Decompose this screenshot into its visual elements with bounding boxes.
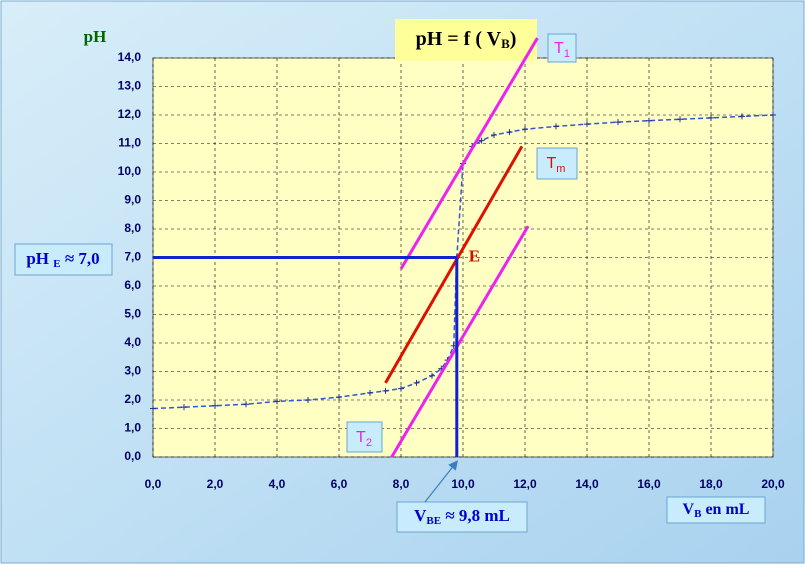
tangent-line bbox=[384, 145, 524, 384]
tangent-box bbox=[547, 33, 577, 63]
point-marker bbox=[398, 385, 404, 392]
point-marker bbox=[739, 113, 745, 120]
ph-label-main: pH bbox=[26, 249, 53, 268]
x-tick-label: 14,0 bbox=[575, 477, 599, 491]
point-marker bbox=[413, 379, 420, 386]
v-label-main: V bbox=[414, 506, 427, 525]
tangent-box bbox=[536, 147, 578, 180]
tangent-label-main: T bbox=[547, 155, 557, 172]
point-marker bbox=[336, 394, 342, 401]
y-tick-label: 8,0 bbox=[124, 221, 141, 235]
y-tick-label: 4,0 bbox=[124, 335, 141, 349]
point-marker bbox=[584, 121, 590, 128]
point-marker bbox=[522, 126, 528, 133]
x-tick-label: 10,0 bbox=[451, 477, 475, 491]
x-label-sub: B bbox=[694, 508, 702, 520]
tangent-label-sub: 1 bbox=[564, 48, 570, 60]
ph-label: pH E ≈ 7,0 bbox=[26, 249, 99, 270]
x-tick-label: 18,0 bbox=[699, 477, 723, 491]
tangent-label: T2 bbox=[356, 429, 372, 449]
tangent-label: Tm bbox=[547, 155, 566, 175]
tangent-label: T1 bbox=[554, 40, 570, 60]
y-tick-label: 6,0 bbox=[124, 278, 141, 292]
curve bbox=[152, 114, 774, 410]
point-marker bbox=[212, 402, 218, 409]
y-tick-label: 3,0 bbox=[124, 364, 141, 378]
x-tick-label: 0,0 bbox=[145, 477, 162, 491]
ph-label-sub: E bbox=[53, 258, 60, 270]
y-tick-label: 5,0 bbox=[124, 307, 141, 321]
point-marker bbox=[243, 401, 249, 408]
tangent-line bbox=[390, 225, 530, 458]
point-marker bbox=[615, 119, 621, 126]
x-label-end: en mL bbox=[701, 501, 749, 518]
y-tick-label: 2,0 bbox=[124, 392, 141, 406]
point-marker bbox=[677, 116, 683, 123]
point-marker bbox=[553, 123, 559, 130]
title-box bbox=[395, 19, 537, 61]
y-tick-label: 1,0 bbox=[124, 421, 141, 435]
y-tick-label: 0,0 bbox=[124, 449, 141, 463]
tangent-label-sub: 2 bbox=[366, 437, 372, 449]
x-tick-label: 12,0 bbox=[513, 477, 537, 491]
equivalence-label: E bbox=[469, 246, 480, 265]
x-tick-label: 8,0 bbox=[393, 477, 410, 491]
v-arrow bbox=[424, 460, 458, 503]
v-label-box bbox=[396, 501, 528, 533]
ph-label-box bbox=[14, 243, 113, 276]
x-axis-label: VB en mL bbox=[683, 501, 750, 520]
tangent-label-main: T bbox=[554, 40, 564, 57]
y-tick-label: 9,0 bbox=[124, 193, 141, 207]
point-marker bbox=[150, 405, 156, 412]
point-marker bbox=[305, 397, 311, 403]
chart-title: pH = f ( VB) bbox=[416, 28, 517, 51]
y-tick-label: 11,0 bbox=[118, 136, 141, 150]
point-marker bbox=[367, 389, 373, 396]
point-marker bbox=[382, 387, 389, 394]
x-tick-label: 2,0 bbox=[207, 477, 224, 491]
point-marker bbox=[506, 129, 513, 136]
v-label-sub: BE bbox=[426, 515, 441, 527]
point-marker bbox=[181, 404, 187, 411]
point-marker bbox=[478, 137, 485, 144]
point-marker bbox=[429, 372, 435, 379]
x-tick-label: 20,0 bbox=[761, 477, 785, 491]
point-marker bbox=[491, 131, 497, 138]
v-label-end: ≈ 9,8 mL bbox=[441, 506, 510, 525]
x-tick-label: 6,0 bbox=[331, 477, 348, 491]
x-tick-label: 4,0 bbox=[269, 477, 286, 491]
y-tick-label: 12,0 bbox=[118, 107, 142, 121]
point-marker bbox=[770, 112, 776, 118]
point-marker bbox=[646, 117, 652, 124]
tangent-label-main: T bbox=[356, 429, 366, 446]
point-marker bbox=[708, 114, 714, 121]
y-tick-label: 7,0 bbox=[124, 250, 141, 264]
point-marker bbox=[274, 398, 280, 405]
title-end: ) bbox=[510, 28, 517, 50]
title-main: pH = f ( V bbox=[416, 28, 502, 50]
y-tick-label: 14,0 bbox=[118, 50, 142, 64]
x-label-main: V bbox=[683, 501, 695, 518]
y-tick-label: 10,0 bbox=[118, 164, 142, 178]
y-axis-label: pH bbox=[84, 27, 107, 46]
x-tick-label: 16,0 bbox=[637, 477, 661, 491]
title-sub: B bbox=[501, 36, 510, 51]
ph-label-end: ≈ 7,0 bbox=[61, 249, 100, 268]
y-tick-label: 13,0 bbox=[118, 79, 142, 93]
x-label-box bbox=[666, 496, 766, 524]
tangent-label-sub: m bbox=[556, 163, 565, 175]
tangent-line bbox=[399, 37, 539, 270]
tangent-box bbox=[346, 421, 383, 453]
v-label: VBE ≈ 9,8 mL bbox=[414, 506, 510, 527]
